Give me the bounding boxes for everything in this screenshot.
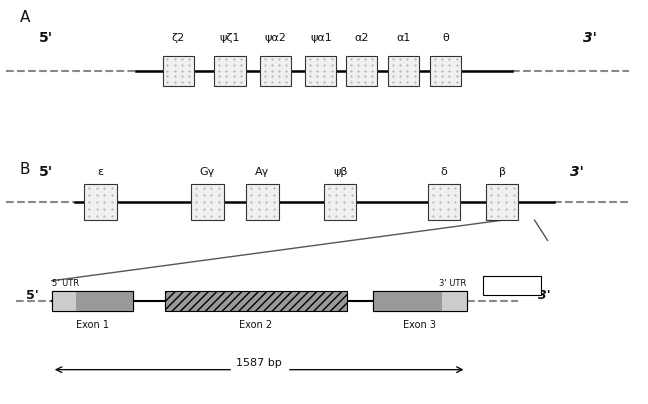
Text: Gγ: Gγ [200,167,215,177]
Text: ψα2: ψα2 [264,34,286,43]
Bar [346,56,377,86]
Text: 3': 3' [583,32,597,45]
Bar [442,291,467,311]
Text: 1587 bp: 1587 bp [237,358,282,368]
Bar [486,184,518,220]
Text: α2: α2 [354,34,369,43]
Bar [84,184,117,220]
Text: 5': 5' [39,32,53,45]
Bar [324,184,356,220]
Text: 3' UTR: 3' UTR [439,280,466,288]
Bar [52,291,133,311]
Text: Exon 2: Exon 2 [239,320,273,330]
Text: α1: α1 [397,34,411,43]
Bar [373,291,442,311]
Text: δ: δ [441,167,447,177]
Bar [52,291,76,311]
Bar [163,56,194,86]
Text: ψα1: ψα1 [310,34,332,43]
Bar [428,184,460,220]
Bar [260,56,291,86]
Text: 3': 3' [538,289,550,302]
Text: ε: ε [97,167,104,177]
Bar [246,184,279,220]
Bar [483,276,541,295]
Text: B: B [19,162,30,177]
Bar [191,184,224,220]
Bar [373,291,467,311]
Bar [165,291,347,311]
Text: ζ2: ζ2 [172,34,185,43]
Text: θ: θ [443,34,449,43]
Bar [388,56,419,86]
Text: ψβ: ψβ [333,167,347,177]
Text: ψζ1: ψζ1 [220,34,240,43]
Bar [214,56,246,86]
Bar [52,291,133,311]
Text: 5' UTR: 5' UTR [52,280,79,288]
Text: Aγ: Aγ [255,167,270,177]
Text: 5': 5' [26,289,39,302]
Text: β: β [499,167,505,177]
Text: Poly A: Poly A [497,280,527,290]
Bar [76,291,133,311]
Text: 5': 5' [39,165,53,179]
Text: A: A [19,10,30,25]
Bar [305,56,336,86]
Text: Exon 3: Exon 3 [403,320,436,330]
Bar [373,291,467,311]
Text: 3': 3' [570,165,584,179]
Text: Exon 1: Exon 1 [76,320,109,330]
Bar [430,56,461,86]
